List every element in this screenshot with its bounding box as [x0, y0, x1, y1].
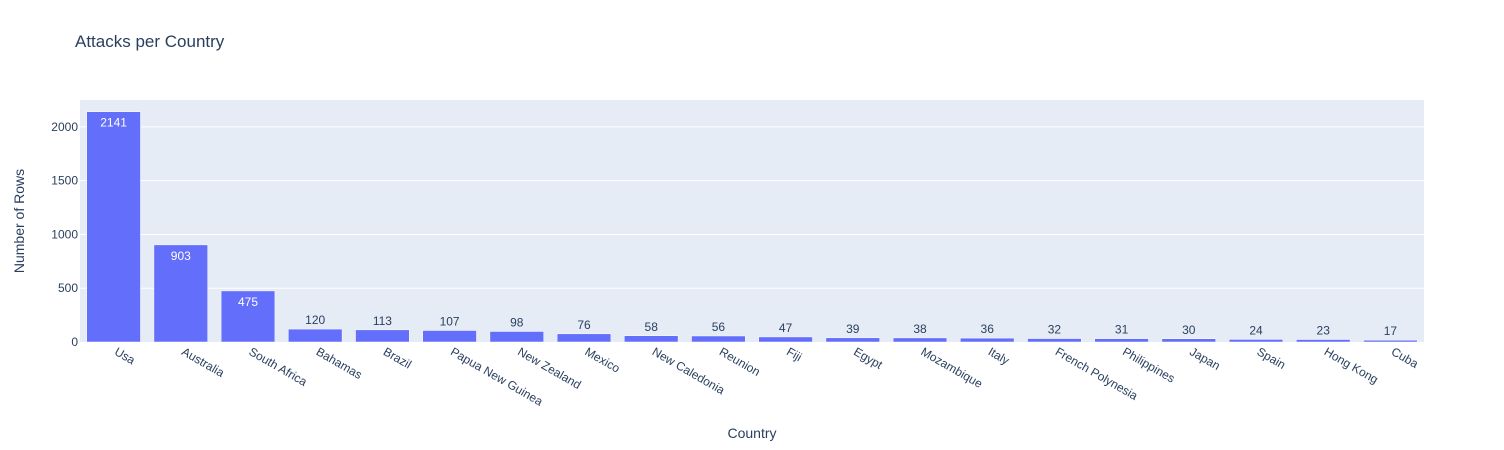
x-tick-label: Usa	[112, 344, 138, 367]
bar[interactable]	[153, 244, 208, 343]
bar[interactable]	[825, 337, 880, 343]
bar-value-label: 31	[1115, 323, 1129, 337]
bar-value-label: 475	[238, 295, 258, 309]
bar[interactable]	[86, 111, 141, 343]
gridlines	[80, 126, 1424, 289]
y-tick-label: 1000	[51, 227, 78, 241]
bar[interactable]	[489, 331, 544, 343]
bar-value-label: 39	[846, 322, 860, 336]
bar[interactable]	[220, 290, 276, 343]
bar[interactable]	[1296, 339, 1351, 343]
bar-value-label: 38	[913, 322, 927, 336]
bar-value-label: 98	[510, 315, 524, 329]
bar-value-label: 24	[1249, 323, 1263, 337]
bar[interactable]	[1363, 339, 1418, 343]
x-tick-label: Japan	[1187, 344, 1222, 372]
x-tick-label: Bahamas	[314, 344, 365, 381]
x-tick-label: New Caledonia	[650, 344, 728, 397]
bar-value-label: 120	[305, 313, 325, 327]
bar-value-label: 76	[577, 318, 591, 332]
bar-value-label: 2141	[100, 116, 127, 130]
bar-value-label: 58	[645, 320, 659, 334]
bar[interactable]	[1094, 338, 1149, 343]
x-tick-label: Hong Kong	[1322, 344, 1381, 386]
bar[interactable]	[1228, 339, 1284, 343]
bar[interactable]	[1027, 338, 1082, 343]
bar[interactable]	[758, 336, 813, 343]
x-axis-title: Country	[727, 425, 776, 441]
plot-area	[80, 100, 1424, 342]
bar-value-label: 36	[981, 322, 995, 336]
x-tick-label: Egypt	[851, 344, 885, 372]
bar-value-label: 113	[373, 314, 392, 328]
bar-value-label: 17	[1384, 324, 1398, 338]
bar-value-label: 30	[1182, 323, 1196, 337]
y-axis-ticks: 0 500 1000 1500 2000	[51, 120, 78, 349]
x-tick-label: Brazil	[381, 344, 414, 371]
x-tick-label: Fiji	[784, 344, 804, 364]
bar-value-label: 903	[171, 249, 191, 263]
bar[interactable]	[422, 330, 477, 343]
x-tick-label: Philippines	[1120, 344, 1177, 385]
x-tick-label: Mozambique	[919, 344, 986, 391]
x-tick-label: Spain	[1255, 344, 1289, 371]
bar-value-label: 23	[1317, 324, 1331, 338]
x-tick-label: Italy	[986, 344, 1012, 367]
x-tick-label: Australia	[179, 344, 227, 380]
bar[interactable]	[1161, 338, 1216, 343]
x-tick-label: Cuba	[1389, 344, 1421, 371]
bar[interactable]	[355, 329, 410, 343]
bar[interactable]	[556, 333, 612, 343]
chart-title: Attacks per Country	[75, 32, 225, 51]
y-axis-title: Number of Rows	[11, 169, 27, 273]
bar[interactable]	[960, 337, 1015, 343]
bar-value-label: 47	[779, 321, 793, 335]
x-tick-label: South Africa	[247, 344, 310, 389]
bar[interactable]	[691, 335, 746, 343]
bar-value-label: 32	[1048, 323, 1062, 337]
bars: 2141 903 475 120 113 107 98 76 58 56 47 39 38 36 32 31 3…	[86, 111, 1418, 343]
bar[interactable]	[624, 335, 679, 343]
y-tick-label: 0	[71, 335, 78, 349]
x-axis-ticks: Usa Australia South Africa Bahamas Brazil Pap…	[112, 344, 1421, 408]
bar[interactable]	[892, 337, 948, 343]
bar-value-label: 56	[712, 320, 726, 334]
x-tick-label: Reunion	[717, 344, 763, 378]
y-tick-label: 1500	[51, 174, 78, 188]
bar[interactable]	[288, 328, 343, 343]
y-tick-label: 2000	[51, 120, 78, 134]
x-tick-label: Mexico	[583, 344, 623, 375]
y-tick-label: 500	[58, 281, 78, 295]
bar-value-label: 107	[440, 314, 460, 328]
